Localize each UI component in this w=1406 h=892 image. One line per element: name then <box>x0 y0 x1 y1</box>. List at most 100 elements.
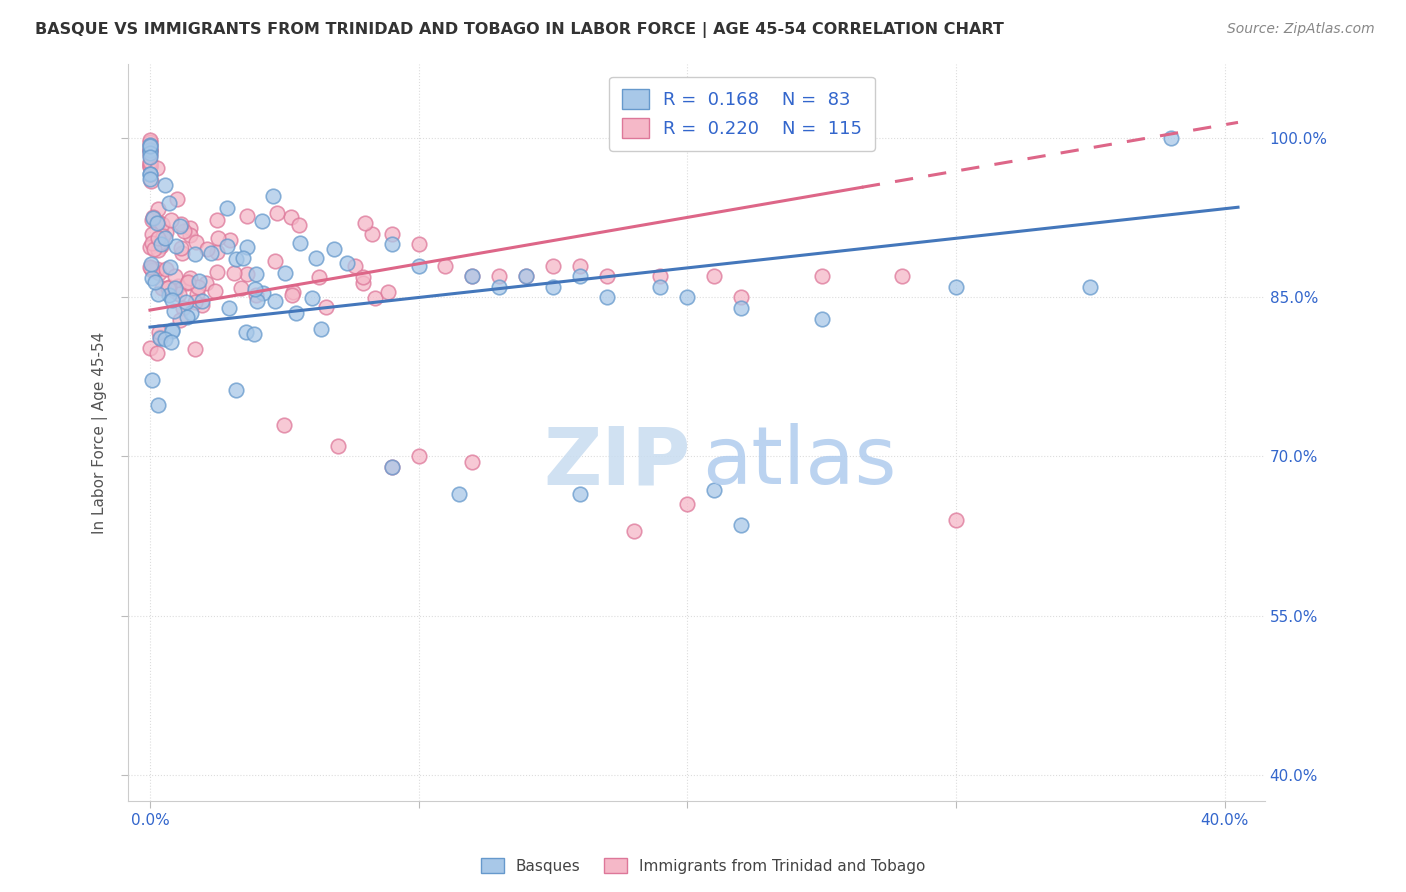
Point <box>703 269 725 284</box>
Point <box>148 266 170 280</box>
Point <box>179 220 201 235</box>
Point <box>280 210 302 224</box>
Legend: Basques, Immigrants from Trinidad and Tobago: Basques, Immigrants from Trinidad and To… <box>475 852 931 880</box>
Point <box>219 233 242 247</box>
Point <box>623 524 645 538</box>
Point <box>186 287 208 301</box>
Point <box>169 217 191 231</box>
Point <box>146 202 169 216</box>
Point <box>170 241 193 255</box>
Point <box>730 290 752 304</box>
Point <box>139 139 162 153</box>
Point <box>141 271 163 285</box>
Point <box>730 301 752 315</box>
Point <box>172 301 194 315</box>
Point <box>568 486 591 500</box>
Text: ZIP: ZIP <box>544 423 690 501</box>
Point <box>145 262 167 277</box>
Point <box>266 206 288 220</box>
Point <box>205 212 228 227</box>
Point <box>152 228 174 243</box>
Point <box>301 291 323 305</box>
Point <box>204 284 226 298</box>
Point <box>139 133 162 147</box>
Point <box>176 276 198 290</box>
Point <box>153 178 176 192</box>
Point <box>323 242 346 256</box>
Point <box>676 497 699 511</box>
Point <box>810 269 832 284</box>
Point <box>162 324 184 338</box>
Point <box>139 144 162 158</box>
Point <box>308 270 330 285</box>
Point <box>703 483 725 498</box>
Point <box>160 293 183 308</box>
Point <box>139 142 162 156</box>
Point <box>146 216 169 230</box>
Point <box>595 290 617 304</box>
Point <box>141 213 163 227</box>
Point <box>166 192 188 206</box>
Point <box>139 143 162 157</box>
Point <box>315 301 337 315</box>
Point <box>139 148 162 162</box>
Point <box>141 227 163 241</box>
Point <box>139 261 162 276</box>
Point <box>288 218 311 232</box>
Point <box>163 281 186 295</box>
Point <box>408 237 430 252</box>
Point <box>146 346 169 360</box>
Point <box>381 460 404 475</box>
Point <box>326 439 349 453</box>
Point <box>146 243 169 257</box>
Point <box>461 269 484 284</box>
Point <box>273 266 295 280</box>
Point <box>515 269 537 284</box>
Point <box>515 269 537 284</box>
Point <box>381 237 404 252</box>
Point <box>157 288 180 302</box>
Point <box>139 159 162 173</box>
Point <box>153 231 176 245</box>
Point <box>139 260 162 275</box>
Point <box>139 155 162 169</box>
Point <box>207 230 229 244</box>
Point <box>218 301 240 315</box>
Point <box>281 288 304 302</box>
Point <box>139 167 162 181</box>
Text: atlas: atlas <box>703 423 897 501</box>
Point <box>139 137 162 152</box>
Point <box>730 518 752 533</box>
Point <box>352 276 374 290</box>
Point <box>541 279 564 293</box>
Point <box>148 325 170 339</box>
Point <box>195 242 218 256</box>
Point <box>945 513 967 527</box>
Point <box>141 262 163 277</box>
Point <box>155 225 177 239</box>
Point <box>252 285 274 300</box>
Point <box>1078 279 1101 293</box>
Point <box>222 266 245 280</box>
Point <box>676 290 699 304</box>
Point <box>149 330 172 344</box>
Point <box>149 235 172 249</box>
Point <box>262 189 284 203</box>
Point <box>183 342 205 356</box>
Point <box>143 275 166 289</box>
Point <box>891 269 914 284</box>
Point <box>163 268 186 283</box>
Point <box>290 235 312 250</box>
Point <box>139 167 162 181</box>
Point <box>139 143 162 157</box>
Point <box>232 251 254 265</box>
Point <box>488 279 510 293</box>
Point <box>229 281 252 295</box>
Point <box>159 260 181 274</box>
Point <box>179 271 201 285</box>
Point <box>225 252 247 267</box>
Point <box>194 276 217 290</box>
Point <box>142 242 165 256</box>
Point <box>381 460 404 475</box>
Point <box>150 217 173 231</box>
